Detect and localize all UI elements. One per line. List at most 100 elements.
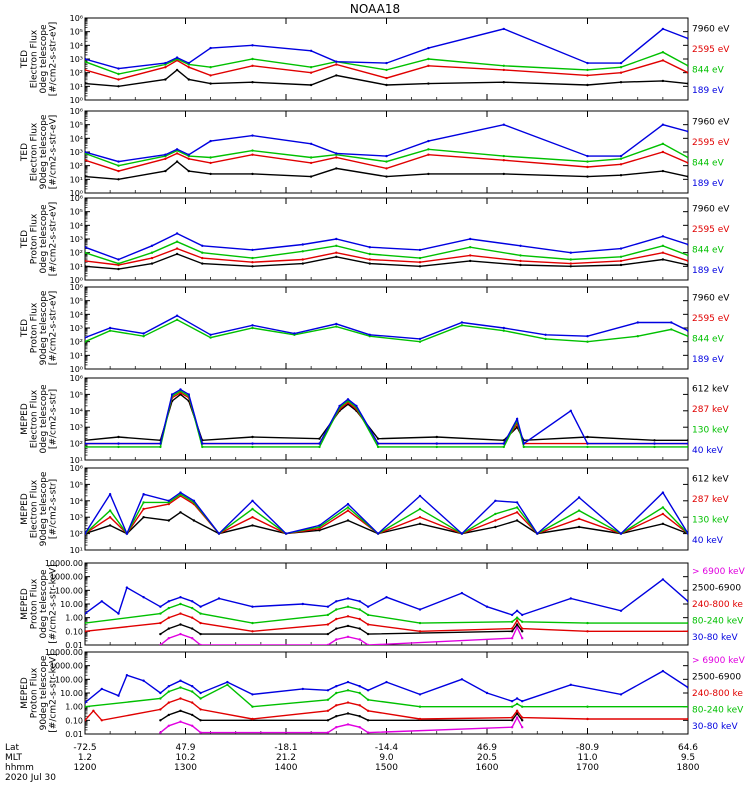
data-point (164, 78, 167, 81)
series-line-4 (85, 28, 688, 70)
y-axis-label-line: TED (20, 230, 30, 249)
series-line-3 (85, 390, 688, 448)
data-point (686, 243, 688, 246)
y-tick-label: 10⁶ (70, 283, 83, 292)
y-axis-label-line: [#/cm2-s-str] (48, 479, 58, 539)
legend-entry: 30-80 keV (692, 722, 738, 732)
x-tick-label: 11.0 (577, 753, 597, 763)
data-point (515, 616, 519, 619)
data-point (358, 691, 361, 695)
legend-entry: 80-240 keV (692, 616, 744, 626)
data-point (661, 669, 665, 673)
y-axis-label-line: TED (20, 319, 30, 338)
data-point (661, 123, 665, 126)
data-point (586, 175, 589, 178)
data-point (515, 702, 519, 706)
data-point (85, 265, 87, 268)
legend-entry: 7960 eV (692, 24, 730, 34)
data-point (217, 597, 221, 600)
data-point (175, 247, 179, 250)
data-point (358, 715, 361, 718)
data-point (385, 154, 388, 158)
data-point (569, 258, 572, 261)
x-tick-label: 64.6 (678, 743, 698, 753)
data-point (686, 532, 688, 535)
data-point (199, 731, 202, 734)
data-point (686, 717, 688, 721)
data-point (515, 501, 519, 504)
data-point (519, 259, 522, 263)
data-point (494, 499, 497, 502)
data-point (191, 627, 194, 630)
data-point (335, 715, 338, 718)
data-point (586, 717, 589, 721)
data-point (586, 154, 589, 158)
data-point (251, 435, 254, 439)
data-point (619, 71, 623, 74)
data-point (251, 81, 254, 84)
data-point (460, 324, 464, 327)
data-point (335, 322, 338, 326)
y-axis-label-line: Proton Flux (29, 578, 39, 629)
data-point (100, 600, 104, 603)
data-point (670, 328, 673, 331)
legend-entry: 130 keV (692, 425, 729, 435)
data-point (661, 235, 665, 238)
x-tick-label: 1300 (174, 763, 197, 773)
y-axis-label-line: [#/cm2-s-str] (48, 389, 58, 449)
data-point (125, 532, 129, 535)
data-point (435, 445, 438, 449)
y-axis-label-line: MEPED (20, 588, 30, 620)
data-point (586, 340, 589, 343)
y-tick-label: 10000.00 (45, 559, 83, 568)
data-point (515, 511, 519, 514)
data-point (175, 56, 179, 59)
data-point (346, 712, 350, 715)
data-point (335, 63, 338, 66)
data-point (686, 82, 688, 85)
data-point (586, 83, 589, 87)
data-point (346, 680, 350, 684)
data-point (686, 37, 688, 40)
data-point (251, 261, 254, 264)
y-tick-label: 10⁴ (70, 221, 83, 230)
data-point (164, 169, 167, 173)
data-point (686, 335, 688, 338)
data-point (544, 333, 547, 336)
data-point (338, 404, 341, 408)
data-point (661, 578, 665, 581)
data-point (201, 244, 204, 247)
data-point (108, 516, 112, 519)
data-point (686, 600, 688, 603)
data-point (164, 153, 167, 156)
data-point (251, 256, 254, 260)
data-point (309, 66, 313, 69)
y-tick-label: 10³ (70, 324, 83, 333)
data-point (125, 586, 129, 589)
data-point (117, 267, 120, 271)
y-tick-label: 0.01 (65, 641, 83, 650)
data-point (318, 527, 321, 530)
data-point (251, 326, 254, 330)
data-point (577, 525, 581, 529)
data-point (201, 262, 204, 265)
legend-entry: 844 eV (692, 334, 725, 344)
series-line-1 (85, 68, 688, 88)
x-tick-label: 1200 (74, 763, 97, 773)
data-point (100, 687, 104, 691)
data-point (167, 606, 170, 610)
series-line-4 (85, 123, 688, 163)
data-point (358, 617, 361, 621)
data-point (418, 621, 422, 625)
data-point (191, 690, 194, 693)
y-tick-label: 0.01 (65, 730, 83, 739)
series-line-1 (85, 511, 688, 535)
data-point (619, 693, 623, 696)
data-point (569, 683, 572, 686)
data-point (108, 509, 112, 512)
data-point (85, 532, 87, 535)
data-point (92, 709, 95, 712)
data-point (661, 512, 665, 516)
data-point (335, 60, 338, 63)
data-point (366, 605, 370, 608)
